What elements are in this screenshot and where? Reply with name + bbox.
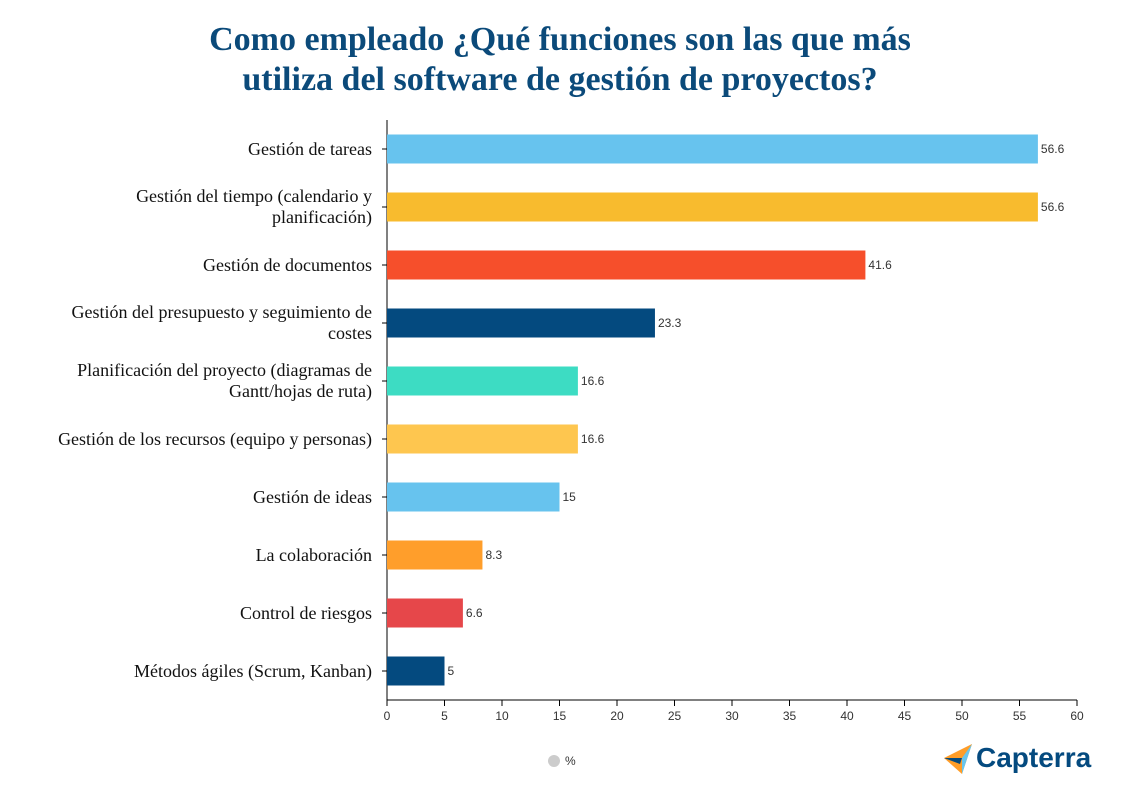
brand-logo — [944, 744, 972, 774]
x-tick-label: 45 — [898, 709, 912, 723]
value-label: 6.6 — [466, 606, 483, 620]
value-label: 15 — [563, 490, 577, 504]
y-tick-label: Planificación del proyecto (diagramas de… — [77, 360, 372, 401]
y-tick-label: Métodos ágiles (Scrum, Kanban) — [134, 660, 372, 681]
brand: Capterra — [976, 742, 1092, 773]
value-label: 56.6 — [1041, 142, 1065, 156]
x-tick-label: 40 — [840, 709, 854, 723]
bar — [387, 250, 866, 280]
bar — [387, 540, 483, 570]
y-tick-label: Gestión de los recursos (equipo y person… — [58, 428, 372, 449]
x-tick-label: 50 — [955, 709, 969, 723]
value-label: 41.6 — [868, 258, 892, 272]
bar — [387, 308, 655, 338]
value-label: 5 — [448, 664, 455, 678]
x-tick-label: 55 — [1013, 709, 1027, 723]
bar — [387, 424, 578, 454]
x-tick-label: 10 — [495, 709, 509, 723]
y-tick-label: Gestión del presupuesto y seguimiento de… — [71, 302, 372, 343]
x-tick-label: 15 — [553, 709, 567, 723]
x-tick-label: 35 — [783, 709, 797, 723]
chart-title: Como empleado ¿Qué funciones son las que… — [209, 21, 911, 98]
x-tick-label: 30 — [725, 709, 739, 723]
legend-label: % — [565, 754, 576, 768]
bar — [387, 192, 1038, 222]
bar — [387, 482, 560, 512]
bar — [387, 366, 578, 396]
value-label: 16.6 — [581, 432, 605, 446]
bar — [387, 656, 445, 686]
x-tick-label: 5 — [441, 709, 448, 723]
value-label: 8.3 — [485, 548, 502, 562]
legend-marker — [548, 755, 560, 767]
value-label: 23.3 — [658, 316, 682, 330]
x-tick-label: 0 — [384, 709, 391, 723]
x-tick-label: 25 — [668, 709, 682, 723]
x-tick-label: 60 — [1070, 709, 1084, 723]
value-label: 16.6 — [581, 374, 605, 388]
bar — [387, 598, 463, 628]
value-label: 56.6 — [1041, 200, 1065, 214]
y-tick-label: Gestión de ideas — [253, 486, 372, 507]
y-tick-label: Control de riesgos — [240, 602, 372, 623]
y-tick-label: Gestión de tareas — [248, 138, 372, 159]
y-tick-label: Gestión de documentos — [203, 254, 372, 275]
y-tick-label: Gestión del tiempo (calendario y planifi… — [136, 186, 372, 227]
x-tick-label: 20 — [610, 709, 624, 723]
y-tick-label: La colaboración — [255, 544, 372, 565]
bar — [387, 134, 1038, 164]
